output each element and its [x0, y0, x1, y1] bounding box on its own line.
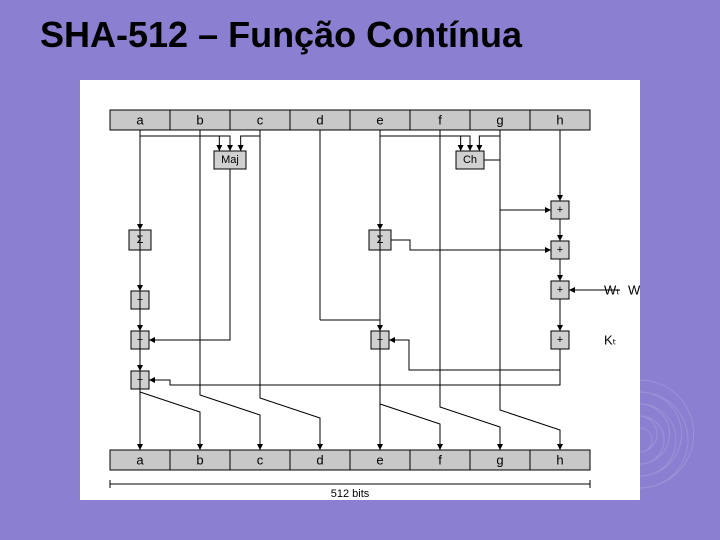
svg-text:h: h [556, 453, 563, 468]
svg-text:g: g [496, 453, 503, 468]
svg-text:a: a [136, 113, 144, 128]
svg-text:Wₜ: Wₜ [604, 283, 620, 298]
svg-text:512 bits: 512 bits [331, 488, 370, 500]
svg-text:+: + [557, 244, 563, 256]
svg-text:d: d [316, 453, 323, 468]
title-text: SHA-512 – Função Contínua [40, 14, 522, 55]
svg-text:Maj: Maj [221, 154, 239, 166]
svg-text:+: + [557, 284, 563, 296]
svg-text:Ch: Ch [463, 154, 477, 166]
svg-text:e: e [376, 113, 383, 128]
diagram-panel: abcdefghabcdefgh++++ChMajΣΣ+++WₜWₜKₜ+512… [80, 80, 640, 500]
svg-text:f: f [438, 113, 442, 128]
svg-text:b: b [196, 453, 203, 468]
svg-text:g: g [496, 113, 503, 128]
svg-text:c: c [257, 453, 264, 468]
svg-text:h: h [556, 113, 563, 128]
svg-text:b: b [196, 113, 203, 128]
svg-text:e: e [376, 453, 383, 468]
page-title: SHA-512 – Função Contínua [40, 14, 522, 56]
svg-text:Wₜ: Wₜ [628, 283, 640, 298]
svg-text:+: + [557, 204, 563, 216]
svg-text:f: f [438, 453, 442, 468]
svg-text:Kₜ: Kₜ [604, 333, 617, 348]
svg-text:c: c [257, 113, 264, 128]
svg-text:a: a [136, 453, 144, 468]
svg-text:+: + [557, 334, 563, 346]
svg-text:d: d [316, 113, 323, 128]
sha512-round-diagram: abcdefghabcdefgh++++ChMajΣΣ+++WₜWₜKₜ+512… [80, 80, 640, 500]
